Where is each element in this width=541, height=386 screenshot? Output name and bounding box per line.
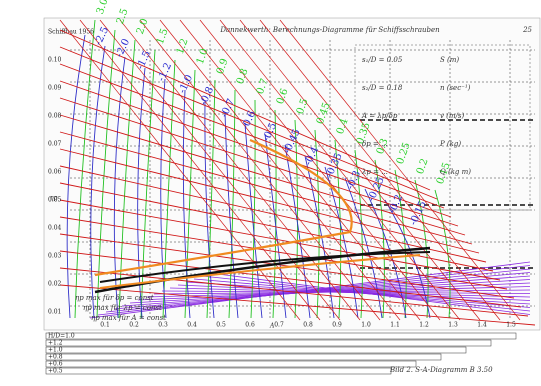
legend-text: ηp max für δp = const: [75, 294, 154, 302]
y-tick-label: 0.07: [48, 141, 62, 148]
formula: Q (kg m): [440, 168, 471, 176]
scale-row-label: +1.2: [48, 340, 63, 347]
y-tick-label: 0.10: [48, 57, 62, 64]
x-tick-label: 0.5: [216, 322, 226, 329]
scale-row-label: +0.5: [48, 368, 63, 375]
x-tick-label: 0.9: [332, 322, 342, 329]
scale-row: [46, 354, 441, 360]
x-tick-label: 1.0: [361, 322, 371, 329]
y-tick-label: 0.02: [48, 281, 62, 288]
x-tick-label: 0.2: [129, 322, 139, 329]
y-tick-label: 0.04: [48, 225, 62, 232]
y-tick-label: 0.01: [48, 309, 61, 316]
green-label: 3.0: [95, 0, 111, 16]
formula: s₂/D = 0.18: [362, 84, 403, 92]
legend-text: ηp max für A = const: [91, 314, 166, 322]
formula: P (kg): [439, 140, 461, 148]
x-tick-label: 0.6: [245, 322, 255, 329]
formula: s₁/D = 0.05: [362, 56, 403, 64]
scale-row: [46, 340, 491, 346]
formula: A = λp/δp: [361, 112, 398, 120]
formula: S (m): [440, 56, 459, 64]
y-tick-label: 0.03: [48, 253, 62, 260]
nomogram: Dannekwerth: Berechnungs-Diagramme für S…: [0, 0, 541, 386]
formula: v (m/s): [440, 112, 464, 120]
x-tick-label: 0.3: [158, 322, 168, 329]
x-tick-label: 1.1: [390, 322, 400, 329]
x-tick-label: 1.4: [477, 322, 487, 329]
scale-row: [46, 368, 391, 374]
formula: λp = ...: [361, 168, 388, 176]
x-tick-label: 0.4: [187, 322, 197, 329]
x-tick-label: 0.7: [274, 322, 284, 329]
y-tick-label: 0.05: [48, 197, 62, 204]
scale-row: [46, 333, 516, 339]
scale-row: [46, 347, 466, 353]
formula: δp = ...: [362, 140, 388, 148]
x-tick-label: 0.1: [100, 322, 110, 329]
scale-row-label: H/D=1.0: [48, 333, 75, 340]
scale-row-label: +0.6: [48, 361, 63, 368]
legend-text: ηp max für λp = const: [83, 304, 162, 312]
page-number: 25: [522, 26, 532, 34]
scale-row-label: +1.0: [48, 347, 63, 354]
x-tick-label: 1.5: [506, 322, 516, 329]
x-tick-label: 0.8: [303, 322, 313, 329]
x-tick-label: 1.2: [419, 322, 429, 329]
formula: n (sec⁻¹): [440, 84, 471, 92]
y-tick-label: 0.09: [48, 85, 62, 92]
scale-row-label: +0.8: [48, 354, 63, 361]
y-tick-label: 0.06: [48, 169, 62, 176]
scale-row: [46, 361, 416, 367]
x-tick-label: 1.3: [448, 322, 458, 329]
title: Dannekwerth: Berechnungs-Diagramme für S…: [219, 26, 440, 34]
y-tick-label: 0.08: [48, 113, 62, 120]
